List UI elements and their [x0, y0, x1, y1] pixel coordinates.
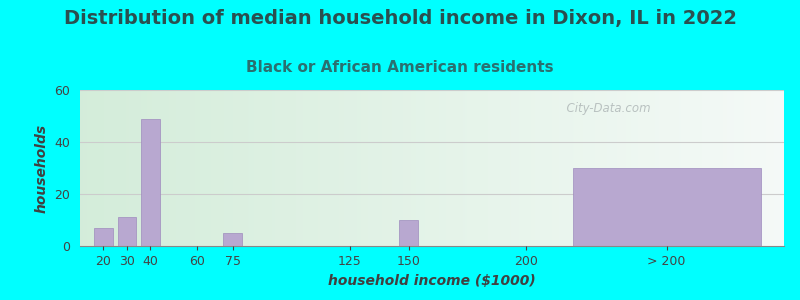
X-axis label: household income ($1000): household income ($1000): [328, 274, 536, 288]
Bar: [223, 233, 242, 246]
Bar: [118, 218, 136, 246]
Text: Distribution of median household income in Dixon, IL in 2022: Distribution of median household income …: [63, 9, 737, 28]
Text: City-Data.com: City-Data.com: [558, 102, 650, 115]
Bar: [573, 168, 761, 246]
Bar: [399, 220, 418, 246]
Y-axis label: households: households: [35, 123, 49, 213]
Bar: [141, 118, 160, 246]
Text: Black or African American residents: Black or African American residents: [246, 60, 554, 75]
Bar: [94, 228, 113, 246]
